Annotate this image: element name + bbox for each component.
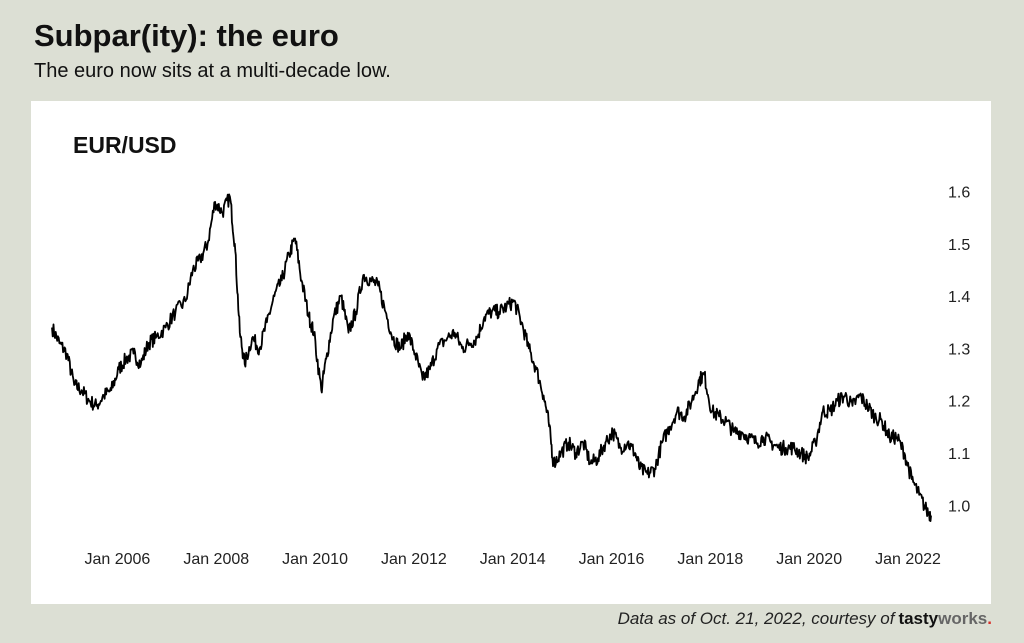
y-tick-label: 1.5 [948, 237, 970, 254]
y-tick-label: 1.4 [948, 289, 970, 306]
y-tick-label: 1.0 [948, 498, 970, 515]
x-tick-label: Jan 2022 [875, 551, 941, 568]
data-note: Data as of Oct. 21, 2022, courtesy of [617, 609, 895, 628]
x-tick-label: Jan 2020 [776, 551, 842, 568]
x-tick-label: Jan 2012 [381, 551, 447, 568]
x-tick-label: Jan 2010 [282, 551, 348, 568]
brand-logo-dot: . [987, 609, 992, 628]
chart-panel: EUR/USD 1.0 1.1 1.2 1.3 1.4 1.5 1.6 Jan 2006 Ja… [31, 101, 991, 604]
y-tick-label: 1.2 [948, 394, 970, 411]
brand-logo-works: works [938, 609, 988, 628]
footer-credit: Data as of Oct. 21, 2022, courtesy of tas… [618, 609, 992, 629]
eurusd-line-chart: EUR/USD 1.01.11.21.31.41.51.6 Jan 2006 Ja… [51, 132, 970, 568]
x-tick-label: Jan 2016 [579, 551, 645, 568]
y-tick-label: 1.3 [948, 341, 970, 358]
series-line [51, 193, 932, 522]
y-axis: 1.0 1.1 1.2 1.3 1.4 1.5 1.6 [948, 184, 970, 515]
y-tick-label: 1.1 [948, 446, 970, 463]
x-tick-label: Jan 2014 [480, 551, 546, 568]
chart-subtitle: The euro now sits at a multi-decade low. [34, 60, 391, 82]
x-tick-label: Jan 2006 [84, 551, 150, 568]
chart-title: Subpar(ity): the euro [34, 18, 339, 53]
x-tick-label: Jan 2018 [677, 551, 743, 568]
brand-logo-tasty: tasty [898, 609, 939, 628]
series-title: EUR/USD [73, 132, 177, 158]
y-tick-label: 1.6 [948, 184, 970, 201]
x-tick-label: Jan 2008 [183, 551, 249, 568]
x-axis: Jan 2006 Jan 2008 Jan 2010 Jan 2012 Jan 2014… [84, 551, 941, 568]
